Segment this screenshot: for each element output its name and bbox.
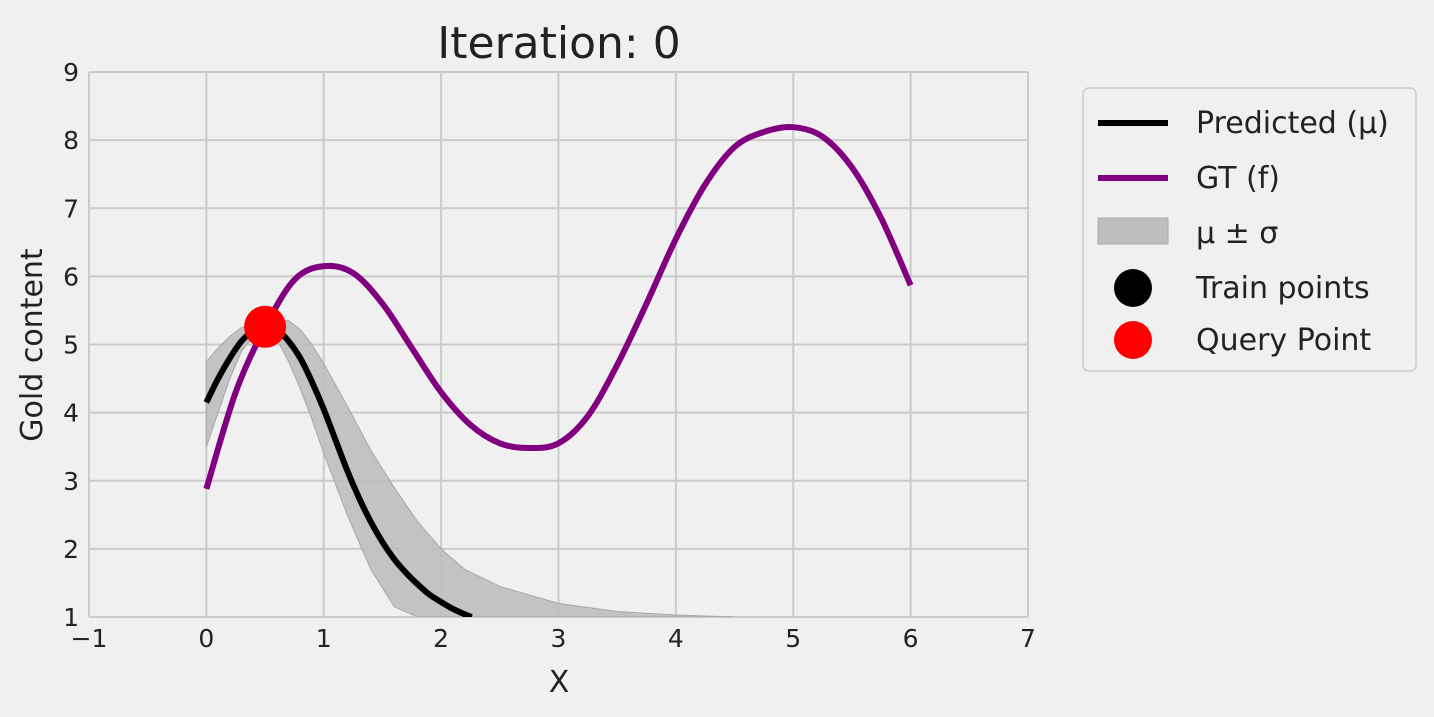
chart-title: Iteration: 0 [437, 18, 680, 69]
grid [88, 71, 1029, 618]
y-tick-label: 2 [63, 535, 79, 564]
y-tick-label: 4 [63, 399, 79, 428]
y-tick-label: 8 [63, 126, 79, 155]
query-point [244, 305, 287, 348]
x-tick-label: 2 [433, 624, 449, 653]
x-tick-label: 5 [785, 624, 801, 653]
y-tick-label: 9 [63, 58, 79, 87]
gt-series-line [203, 124, 914, 490]
legend-query-marker [1114, 321, 1152, 359]
legend-predicted-label: Predicted (μ) [1196, 106, 1389, 141]
uncertainty-band [205, 320, 735, 617]
legend-band-swatch [1097, 217, 1169, 245]
x-tick-label: 1 [316, 624, 332, 653]
legend-box [1082, 87, 1417, 372]
x-tick-label: 6 [903, 624, 919, 653]
legend-train-label: Train points [1195, 271, 1370, 306]
tick-labels: −1 0 1 2 3 4 5 6 7 1 2 3 4 5 6 7 8 9 [63, 58, 1036, 653]
x-axis-label: X [549, 665, 570, 700]
legend-gt-label: GT (f) [1196, 161, 1280, 196]
y-tick-label: 3 [63, 467, 79, 496]
x-tick-label: 4 [668, 624, 684, 653]
y-tick-label: 7 [63, 194, 79, 223]
y-tick-label: 1 [63, 603, 79, 632]
x-tick-label: 3 [551, 624, 567, 653]
y-axis-label: Gold content [15, 248, 50, 442]
y-tick-label: 6 [63, 262, 79, 291]
legend-query-label: Query Point [1196, 323, 1371, 358]
legend-band-label: μ ± σ [1196, 216, 1278, 251]
y-tick-label: 5 [63, 331, 79, 360]
legend-train-marker [1114, 269, 1152, 307]
x-tick-label: 0 [198, 624, 214, 653]
legend: Predicted (μ) GT (f) μ ± σ Train points … [1082, 87, 1417, 372]
x-tick-label: −1 [71, 624, 108, 653]
x-tick-label: 7 [1020, 624, 1036, 653]
